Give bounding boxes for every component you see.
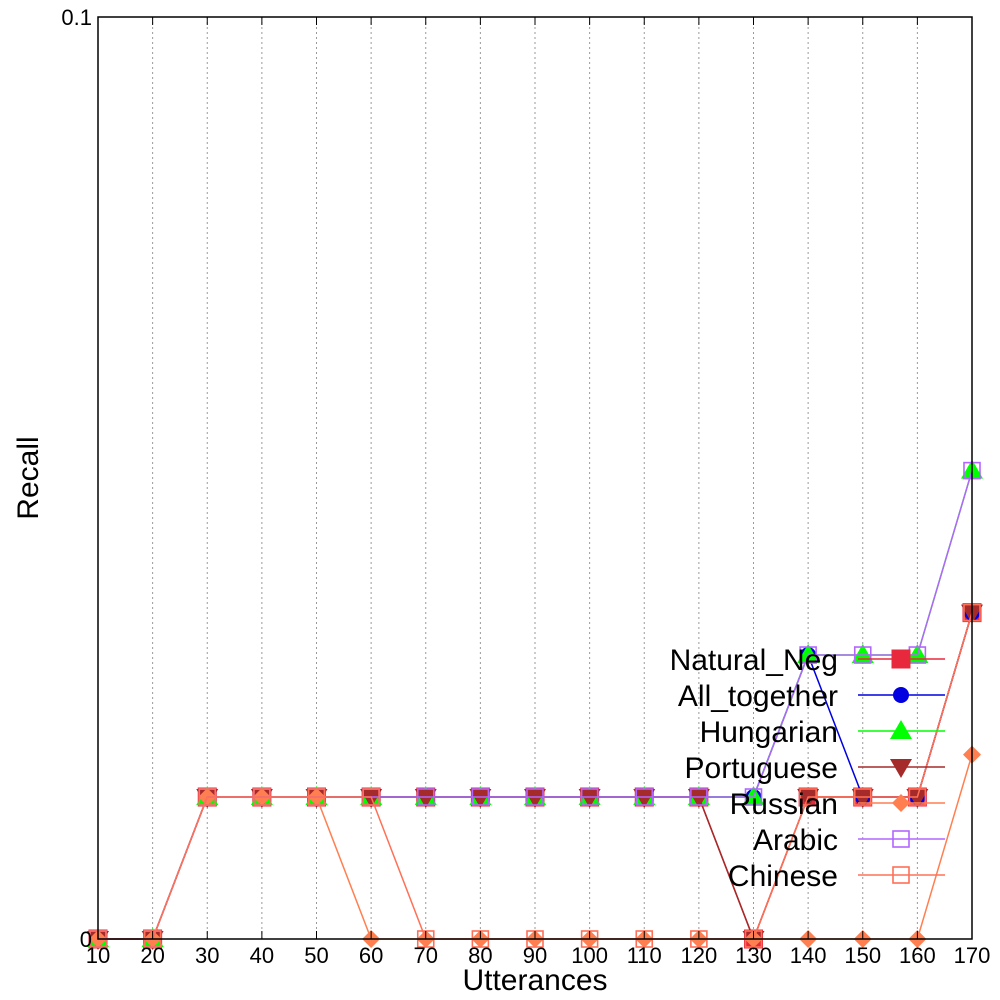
data-point-chinese (198, 788, 217, 806)
data-point-chinese (799, 788, 817, 806)
y-tick-label: 0 (80, 927, 92, 952)
series-line-portuguese (98, 612, 973, 942)
legend-label: Arabic (753, 824, 838, 857)
legend-label: All_together (678, 680, 838, 713)
x-tick-label: 80 (468, 943, 492, 968)
x-tick-label: 110 (627, 943, 662, 968)
series-line-chinese (98, 612, 973, 940)
series-chinese (89, 603, 981, 948)
data-point-arabic (853, 646, 872, 664)
data-point-chinese (362, 788, 380, 806)
data-point-portuguese (469, 789, 492, 809)
legend: Natural_NegAll_togetherHungarianPortugue… (670, 644, 945, 893)
legend-marker (892, 830, 910, 848)
y-tick-label: 0.1 (61, 5, 92, 30)
legend-item-all-together: All_together (678, 680, 945, 713)
data-point-portuguese (578, 789, 601, 809)
axis-labels: Utterances Recall 10 20 30 40 50 60 70 80 90 100 1… (12, 5, 990, 997)
x-tick-label: 50 (304, 943, 328, 968)
legend-label: Natural_Neg (670, 644, 838, 677)
data-point-portuguese (414, 789, 437, 809)
data-point-portuguese (524, 789, 546, 809)
vertical-gridlines (152, 17, 918, 939)
legend-label: Hungarian (700, 716, 838, 749)
x-tick-label: 60 (359, 943, 383, 968)
legend-marker (892, 794, 910, 812)
data-point-hungarian (797, 644, 820, 664)
legend-item-portuguese: Portuguese (685, 752, 945, 785)
legend-item-natural-neg: Natural_Neg (670, 644, 945, 677)
data-point-portuguese (633, 789, 656, 809)
x-tick-label: 130 (735, 943, 772, 968)
x-axis-title: Utterances (462, 964, 607, 997)
series-line-all-together (98, 612, 973, 940)
x-tick-label: 30 (195, 943, 219, 968)
data-point-portuguese (906, 789, 929, 809)
x-tick-label: 150 (844, 943, 881, 968)
legend-marker (893, 687, 909, 703)
y-axis-title: Recall (12, 436, 45, 519)
legend-label: Chinese (728, 860, 838, 893)
legend-item-hungarian: Hungarian (700, 716, 945, 749)
legend-item-arabic: Arabic (753, 824, 945, 857)
data-point-chinese (307, 788, 326, 806)
data-point-chinese (253, 788, 271, 806)
data-point-chinese (853, 788, 872, 806)
data-point-portuguese (851, 789, 874, 809)
data-point-arabic (635, 788, 654, 806)
legend-label: Russian (730, 788, 838, 821)
x-tick-label: 90 (523, 943, 547, 968)
legend-item-russian: Russian (730, 788, 945, 821)
legend-label: Portuguese (685, 752, 838, 785)
x-tick-label: 40 (250, 943, 274, 968)
x-tick-label: 70 (414, 943, 438, 968)
data-point-arabic (799, 646, 817, 664)
x-tick-label: 160 (899, 943, 936, 968)
data-point-arabic (690, 788, 708, 806)
data-point-arabic (526, 788, 544, 806)
legend-marker (892, 866, 910, 884)
data-point-arabic (580, 788, 599, 806)
x-tick-label: 120 (681, 943, 718, 968)
data-point-arabic (471, 788, 490, 806)
x-tick-label: 140 (790, 943, 827, 968)
data-point-arabic (744, 788, 763, 806)
data-point-portuguese (687, 789, 710, 809)
legend-item-chinese: Chinese (728, 860, 945, 893)
series-all-together (90, 604, 980, 947)
legend-marker (891, 649, 911, 669)
x-tick-label: 20 (140, 943, 164, 968)
legend-marker (890, 720, 912, 739)
x-tick-label: 170 (954, 943, 991, 968)
axis-ticks (97, 16, 973, 940)
legend-marker (890, 759, 912, 778)
data-point-arabic (416, 788, 435, 806)
series-line-natural-neg (98, 612, 973, 942)
x-tick-label: 10 (86, 943, 110, 968)
series-arabic (89, 461, 981, 948)
data-point-chinese (908, 788, 927, 806)
x-tick-label: 100 (571, 943, 608, 968)
